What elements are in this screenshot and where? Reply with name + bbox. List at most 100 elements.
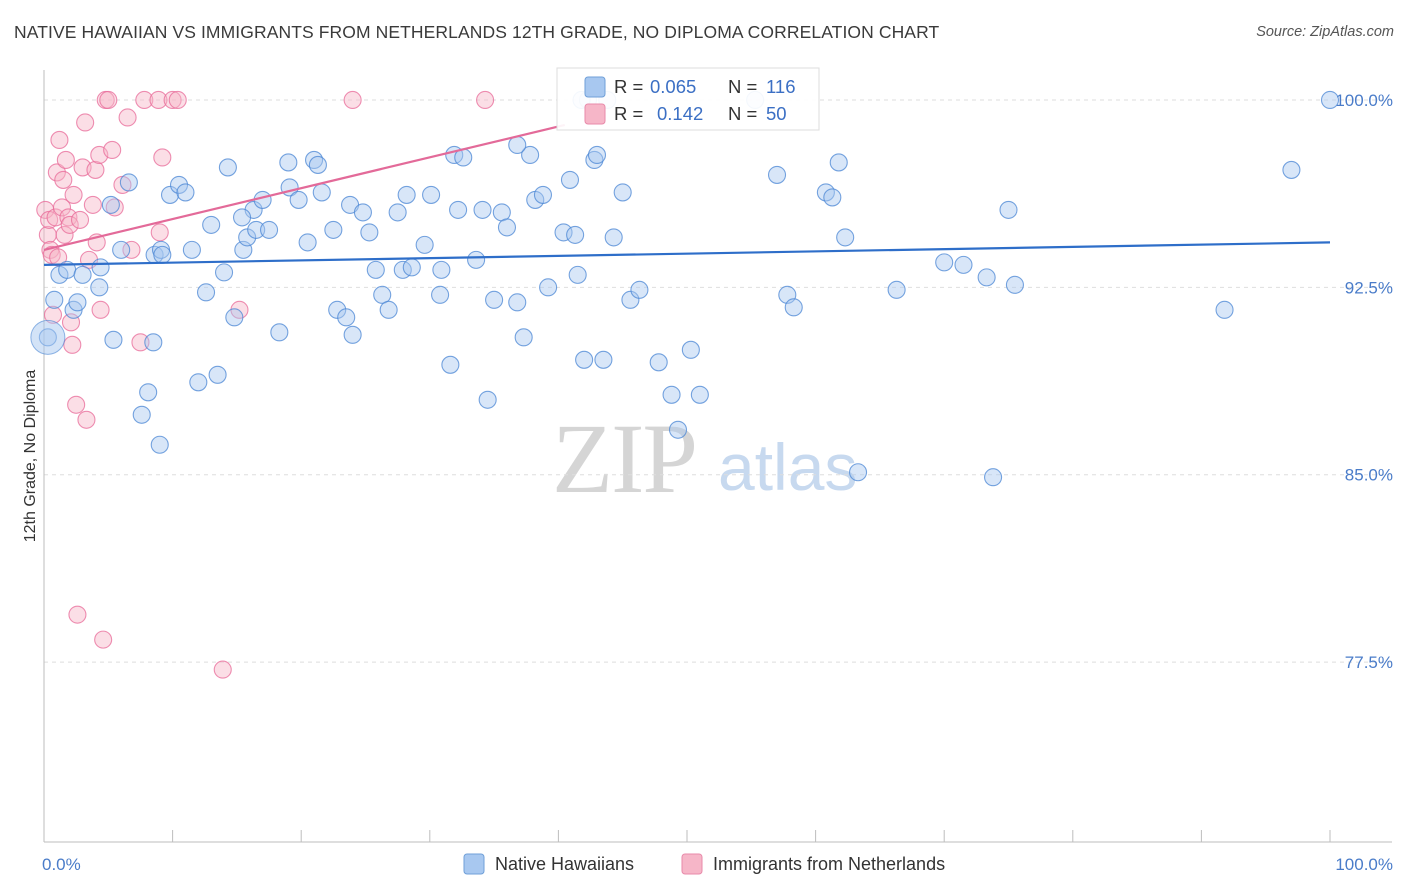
- point-native-hawaiian: [432, 260, 451, 279]
- legend-n-value-2: 50: [766, 103, 787, 124]
- watermark-zip: ZIP: [552, 403, 696, 514]
- legend-r-value-1: 0.065: [650, 76, 696, 97]
- point-native-hawaiian: [431, 285, 450, 304]
- point-native-hawaiian: [208, 365, 227, 384]
- point-native-hawaiian: [259, 220, 279, 239]
- point-native-hawaiian: [560, 170, 580, 189]
- point-native-hawaiian: [214, 263, 234, 282]
- point-native-hawaiian: [153, 245, 172, 264]
- trend-line-native-hawaiians: [43, 241, 1331, 266]
- point-netherlands: [131, 333, 150, 352]
- point-native-hawaiian: [1320, 90, 1340, 110]
- watermark-atlas: atlas: [718, 430, 857, 504]
- point-netherlands: [122, 240, 141, 259]
- series-immigrants-netherlands: [36, 90, 495, 679]
- legend-bottom-swatch-pink: [681, 853, 703, 875]
- point-native-hawaiian: [360, 223, 379, 242]
- point-netherlands: [168, 90, 187, 110]
- point-native-hawaiian: [388, 203, 407, 222]
- y-tick-label: 100.0%: [1335, 91, 1393, 110]
- legend-n-value-1: 116: [766, 76, 796, 97]
- point-native-hawaiian: [144, 333, 163, 352]
- point-netherlands: [135, 90, 154, 110]
- point-native-hawaiian: [630, 280, 649, 299]
- point-native-hawaiian: [1005, 275, 1024, 294]
- point-netherlands: [343, 90, 362, 110]
- point-native-hawaiian: [379, 300, 398, 319]
- point-native-hawaiian: [353, 203, 372, 222]
- point-native-hawaiian: [337, 308, 356, 327]
- point-netherlands: [50, 130, 69, 150]
- point-netherlands: [103, 140, 122, 159]
- point-netherlands: [150, 223, 169, 242]
- point-netherlands: [49, 248, 68, 267]
- point-native-hawaiian: [218, 158, 237, 177]
- legend-bottom: Native Hawaiians Immigrants from Netherl…: [463, 853, 945, 875]
- point-native-hawaiian: [202, 215, 221, 234]
- point-native-hawaiian: [954, 255, 973, 274]
- point-native-hawaiian: [68, 293, 87, 312]
- point-native-hawaiian: [373, 285, 392, 304]
- point-native-hawaiian: [308, 155, 327, 174]
- point-native-hawaiian: [169, 175, 189, 194]
- point-native-hawaiian: [189, 373, 208, 392]
- point-native-hawaiian: [1215, 300, 1234, 319]
- legend-top: R = 0.065 N = 116 R = 0.142 N = 50: [556, 67, 820, 131]
- point-native-hawaiian: [73, 265, 92, 284]
- point-netherlands: [118, 108, 137, 127]
- point-native-hawaiian: [977, 268, 996, 287]
- point-native-hawaiian: [492, 203, 511, 222]
- point-native-hawaiian: [508, 135, 527, 155]
- point-native-hawaiian: [270, 323, 289, 342]
- point-native-hawaiian: [521, 145, 540, 164]
- point-native-hawaiian: [662, 385, 681, 404]
- point-netherlands: [63, 335, 82, 354]
- point-native-hawaiian: [238, 228, 257, 247]
- point-native-hawaiian: [328, 300, 347, 319]
- point-native-hawaiian: [566, 225, 585, 244]
- y-axis-label: 12th Grade, No Diploma: [22, 370, 39, 543]
- point-native-hawaiian: [508, 293, 527, 312]
- point-netherlands: [163, 90, 182, 110]
- point-native-hawaiian: [402, 258, 421, 277]
- point-netherlands: [86, 160, 105, 179]
- point-native-hawaiian: [784, 298, 803, 317]
- legend-bottom-swatch-blue: [463, 853, 485, 875]
- point-native-hawaiian: [160, 185, 180, 204]
- point-netherlands: [476, 90, 495, 110]
- point-netherlands: [153, 148, 172, 167]
- point-native-hawaiian: [887, 280, 906, 299]
- point-native-hawaiian: [587, 145, 607, 164]
- point-native-hawaiian: [324, 220, 343, 239]
- point-netherlands: [60, 215, 79, 234]
- legend-swatch-pink: [584, 103, 606, 125]
- point-native-hawaiian: [533, 185, 553, 204]
- point-native-hawaiian: [478, 390, 497, 409]
- point-native-hawaiian: [829, 153, 848, 172]
- point-native-hawaiian: [225, 308, 244, 327]
- point-native-hawaiian: [119, 173, 138, 192]
- legend-r-label-1: R =: [614, 76, 643, 97]
- point-native-hawaiian: [848, 463, 868, 482]
- point-netherlands: [83, 195, 102, 214]
- point-native-hawaiian: [514, 328, 533, 347]
- gridlines: [44, 99, 1392, 663]
- legend-bottom-label-pink: Immigrants from Netherlands: [713, 854, 945, 874]
- series-native-hawaiians: [30, 90, 1340, 487]
- point-native-hawaiian: [279, 153, 298, 172]
- point-native-hawaiian: [473, 200, 492, 219]
- point-netherlands: [76, 113, 95, 132]
- point-native-hawaiian: [232, 208, 252, 227]
- legend-r-value-2: 0.142: [657, 103, 703, 124]
- point-netherlands: [99, 90, 118, 110]
- legend-bottom-label-blue: Native Hawaiians: [495, 854, 634, 874]
- y-tick-label: 77.5%: [1345, 653, 1393, 672]
- point-netherlands: [46, 208, 65, 227]
- point-netherlands: [52, 198, 72, 217]
- point-native-hawaiian: [668, 420, 688, 439]
- point-native-hawaiian: [621, 290, 640, 309]
- point-native-hawaiian: [554, 223, 573, 242]
- point-native-hawaiian: [397, 185, 416, 204]
- point-native-hawaiian: [150, 435, 169, 454]
